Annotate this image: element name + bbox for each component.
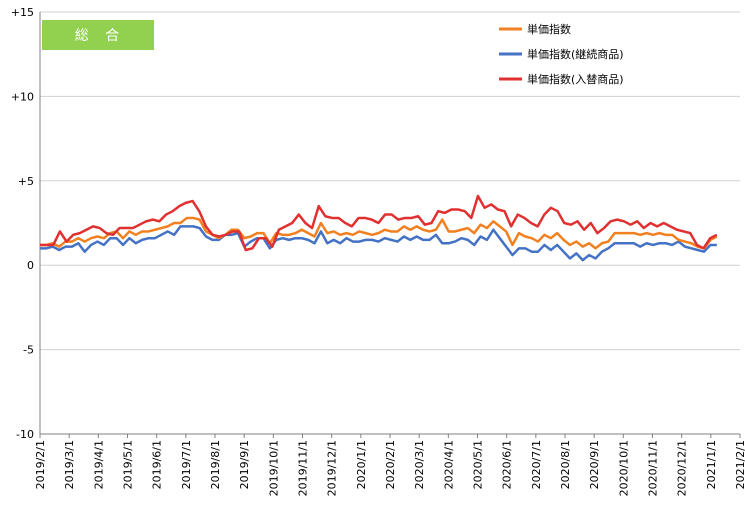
y-tick-label: +5	[18, 175, 34, 188]
title-badge-box	[42, 20, 154, 50]
x-tick-label: 2020/2/1	[384, 440, 397, 489]
x-tick-label: 2020/10/1	[617, 440, 630, 496]
series-line-1	[40, 225, 717, 262]
series-line-0	[40, 216, 718, 250]
series-line-2	[40, 194, 718, 252]
x-tick-label: 2020/11/1	[647, 440, 660, 496]
x-tick-label: 2019/5/1	[122, 440, 135, 489]
y-tick-label: -5	[23, 344, 34, 357]
legend-label-1: 単価指数(継続商品)	[527, 47, 624, 61]
x-tick-label: 2019/3/1	[63, 440, 76, 489]
x-tick-label: 2019/7/1	[180, 440, 193, 489]
x-tick-label: 2020/7/1	[530, 440, 543, 489]
legend-label-0: 単価指数	[527, 22, 571, 36]
title-badge-label: 総 合	[75, 28, 125, 44]
x-tick-label: 2019/9/1	[238, 440, 251, 489]
x-tick-label: 2020/4/1	[442, 440, 455, 489]
x-tick-labels: 2019/2/1 2019/3/1 2019/4/1 2019/5/1 2019/6/1…	[34, 440, 745, 496]
x-tick-label: 2019/10/1	[267, 440, 280, 496]
y-tick-label: 0	[27, 259, 34, 272]
x-tick-label: 2020/5/1	[472, 440, 485, 489]
y-tick-label: -10	[16, 428, 34, 441]
x-tick-label: 2020/8/1	[559, 440, 572, 489]
y-tick-label: +10	[11, 90, 34, 103]
y-tick-label: +15	[11, 6, 34, 19]
x-tick-label: 2019/2/1	[34, 440, 47, 489]
y-tick-labels: +15 +10 +5 0 -5 -10	[11, 6, 34, 441]
x-tick-label: 2021/2/1	[734, 440, 745, 489]
x-tick-label: 2020/1/1	[355, 440, 368, 489]
series-lines	[40, 194, 718, 262]
x-tick-label: 2020/3/1	[413, 440, 426, 489]
title-badge: 総 合	[42, 20, 154, 50]
axes	[39, 12, 741, 438]
x-tick-label: 2021/1/1	[705, 440, 718, 489]
x-tick-label: 2020/9/1	[588, 440, 601, 489]
x-tick-label: 2019/6/1	[151, 440, 164, 489]
x-tick-label: 2020/12/1	[676, 440, 689, 496]
legend-label-2: 単価指数(入替商品)	[527, 72, 624, 86]
x-tick-label: 2020/6/1	[501, 440, 514, 489]
x-tick-label: 2019/12/1	[326, 440, 339, 496]
x-tick-label: 2019/4/1	[92, 440, 105, 489]
x-tick-label: 2019/11/1	[297, 440, 310, 496]
x-tick-label: 2019/8/1	[209, 440, 222, 489]
